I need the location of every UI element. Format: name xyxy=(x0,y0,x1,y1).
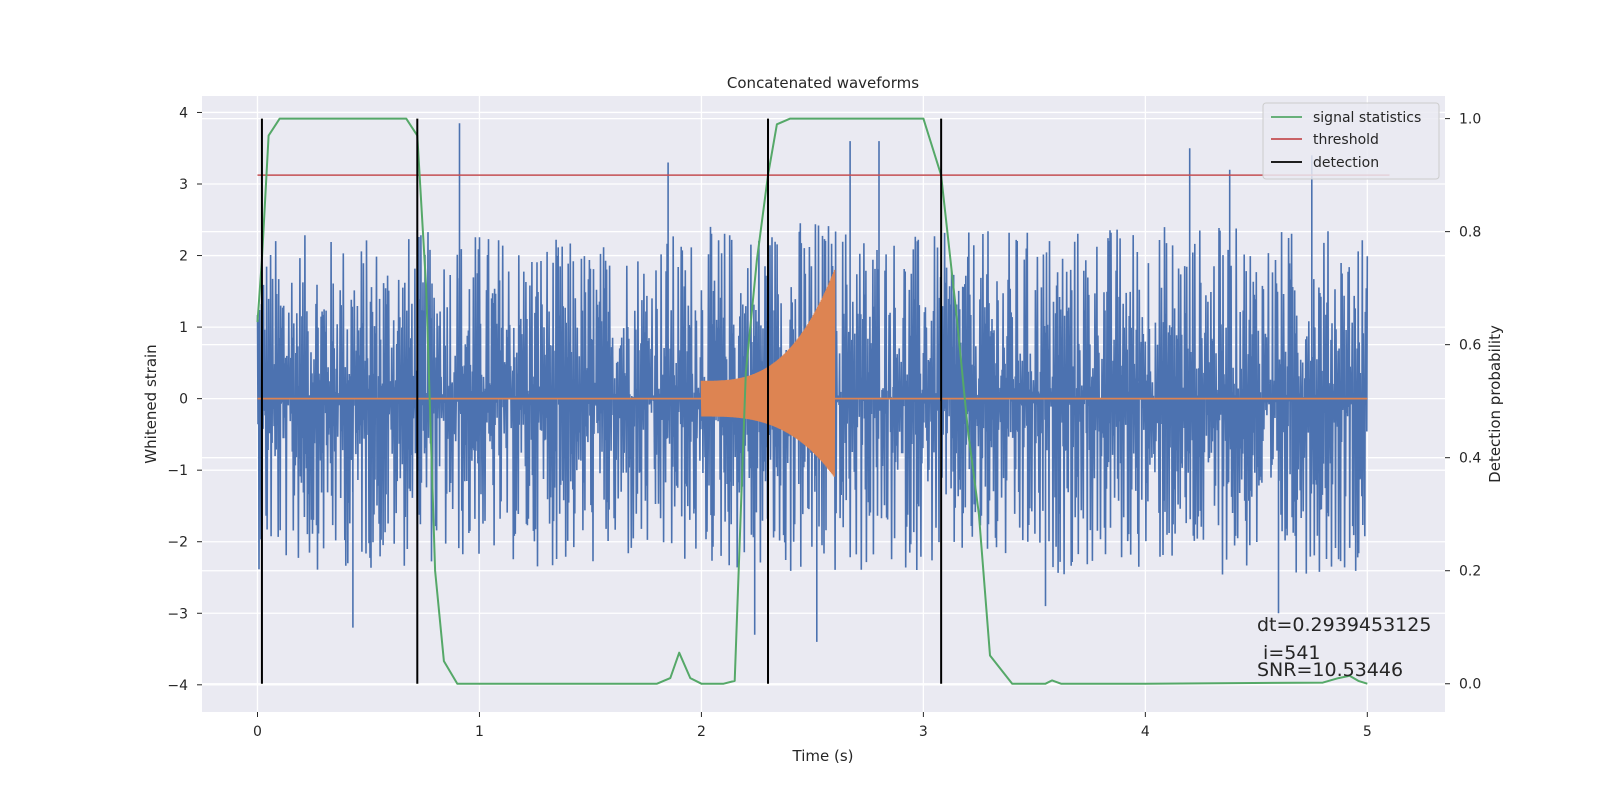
y-tick-label: −3 xyxy=(167,606,188,622)
y-tick-label: −4 xyxy=(167,678,188,694)
y-tick-label: −1 xyxy=(167,463,188,479)
annotation-snr: SNR=10.53446 xyxy=(1257,659,1403,681)
x-tick-label: 4 xyxy=(1141,724,1150,740)
legend-label: signal statistics xyxy=(1313,110,1421,126)
y-right-tick-label: 1.0 xyxy=(1459,112,1481,128)
y-right-tick-label: 0.4 xyxy=(1459,451,1481,467)
annotations: dt=0.2939453125 i=541 SNR=10.53446 xyxy=(1257,614,1431,681)
data-layer xyxy=(256,117,1390,685)
y-tick-label: 2 xyxy=(179,249,188,265)
y-tick-label: −2 xyxy=(167,535,188,551)
y-tick-label: 3 xyxy=(179,177,188,193)
y-right-tick-label: 0.8 xyxy=(1459,225,1481,241)
legend: signal statistics threshold detection xyxy=(1262,102,1440,180)
annotation-index: i=541 xyxy=(1257,642,1321,664)
y-right-tick-label: 0.2 xyxy=(1459,564,1481,580)
x-tick-label: 1 xyxy=(475,724,484,740)
chart-title: Concatenated waveforms xyxy=(727,74,919,92)
y-tick-label: 0 xyxy=(179,392,188,408)
y-right-tick-label: 0.6 xyxy=(1459,338,1481,354)
x-tick-label: 0 xyxy=(253,724,262,740)
y-axis-right-label: Detection probability xyxy=(1486,325,1504,483)
y-right-tick-label: 0.0 xyxy=(1459,677,1481,693)
legend-label: detection xyxy=(1313,155,1379,171)
x-tick-label: 2 xyxy=(697,724,706,740)
x-tick-label: 5 xyxy=(1363,724,1372,740)
annotation-dt: dt=0.2939453125 xyxy=(1257,614,1431,636)
legend-label: threshold xyxy=(1313,132,1379,148)
x-axis-label: Time (s) xyxy=(792,747,854,765)
y-tick-label: 1 xyxy=(179,320,188,336)
axes: 0 1 2 3 4 5 −4 −3 −2 −1 0 1 2 3 4 0.0 0.2 0.4 0.6 0.8 1.0 xyxy=(167,105,1481,740)
legend-box xyxy=(1262,102,1440,180)
y-axis-label: Whitened strain xyxy=(142,344,160,463)
y-tick-label: 4 xyxy=(179,105,188,121)
x-tick-label: 3 xyxy=(919,724,928,740)
